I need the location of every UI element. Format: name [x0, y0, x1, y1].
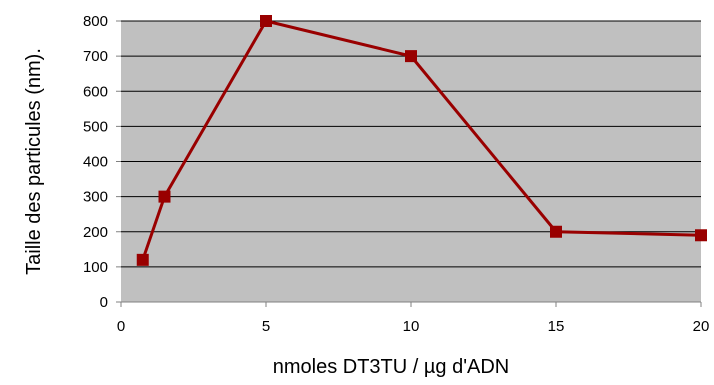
x-tick-label: 15	[548, 318, 565, 335]
x-tick-label: 5	[262, 318, 270, 335]
series-line	[141, 19, 702, 261]
y-tick-label: 700	[83, 48, 108, 65]
y-axis-title: Taille des particules (nm).	[23, 48, 45, 275]
gridlines	[121, 20, 701, 268]
x-axis-title: nmoles DT3TU / µg d'ADN	[273, 356, 510, 378]
y-tick-label: 600	[83, 83, 108, 100]
y-tick-label: 100	[83, 259, 108, 276]
y-tick-label: 0	[100, 294, 108, 311]
data-point-marker	[158, 190, 171, 203]
data-point-marker	[260, 15, 272, 27]
y-tick-label: 400	[83, 154, 108, 171]
x-tick-label: 10	[403, 318, 420, 335]
y-tick-label: 800	[83, 13, 108, 30]
data-point-marker	[405, 50, 417, 63]
x-tick-label: 0	[117, 318, 125, 335]
y-tick-label: 300	[83, 189, 108, 206]
x-axis-ticks: 0 5 10 15 20	[117, 302, 710, 335]
y-axis-ticks: 0 100 200 300 400 500 600 700 800	[83, 13, 121, 311]
data-point-marker	[550, 225, 562, 238]
data-point-marker	[695, 229, 707, 242]
y-tick-label: 500	[83, 118, 108, 135]
x-tick-label: 20	[693, 318, 710, 335]
data-point-marker	[136, 253, 149, 266]
y-tick-label: 200	[83, 224, 108, 241]
data-series	[136, 15, 707, 266]
